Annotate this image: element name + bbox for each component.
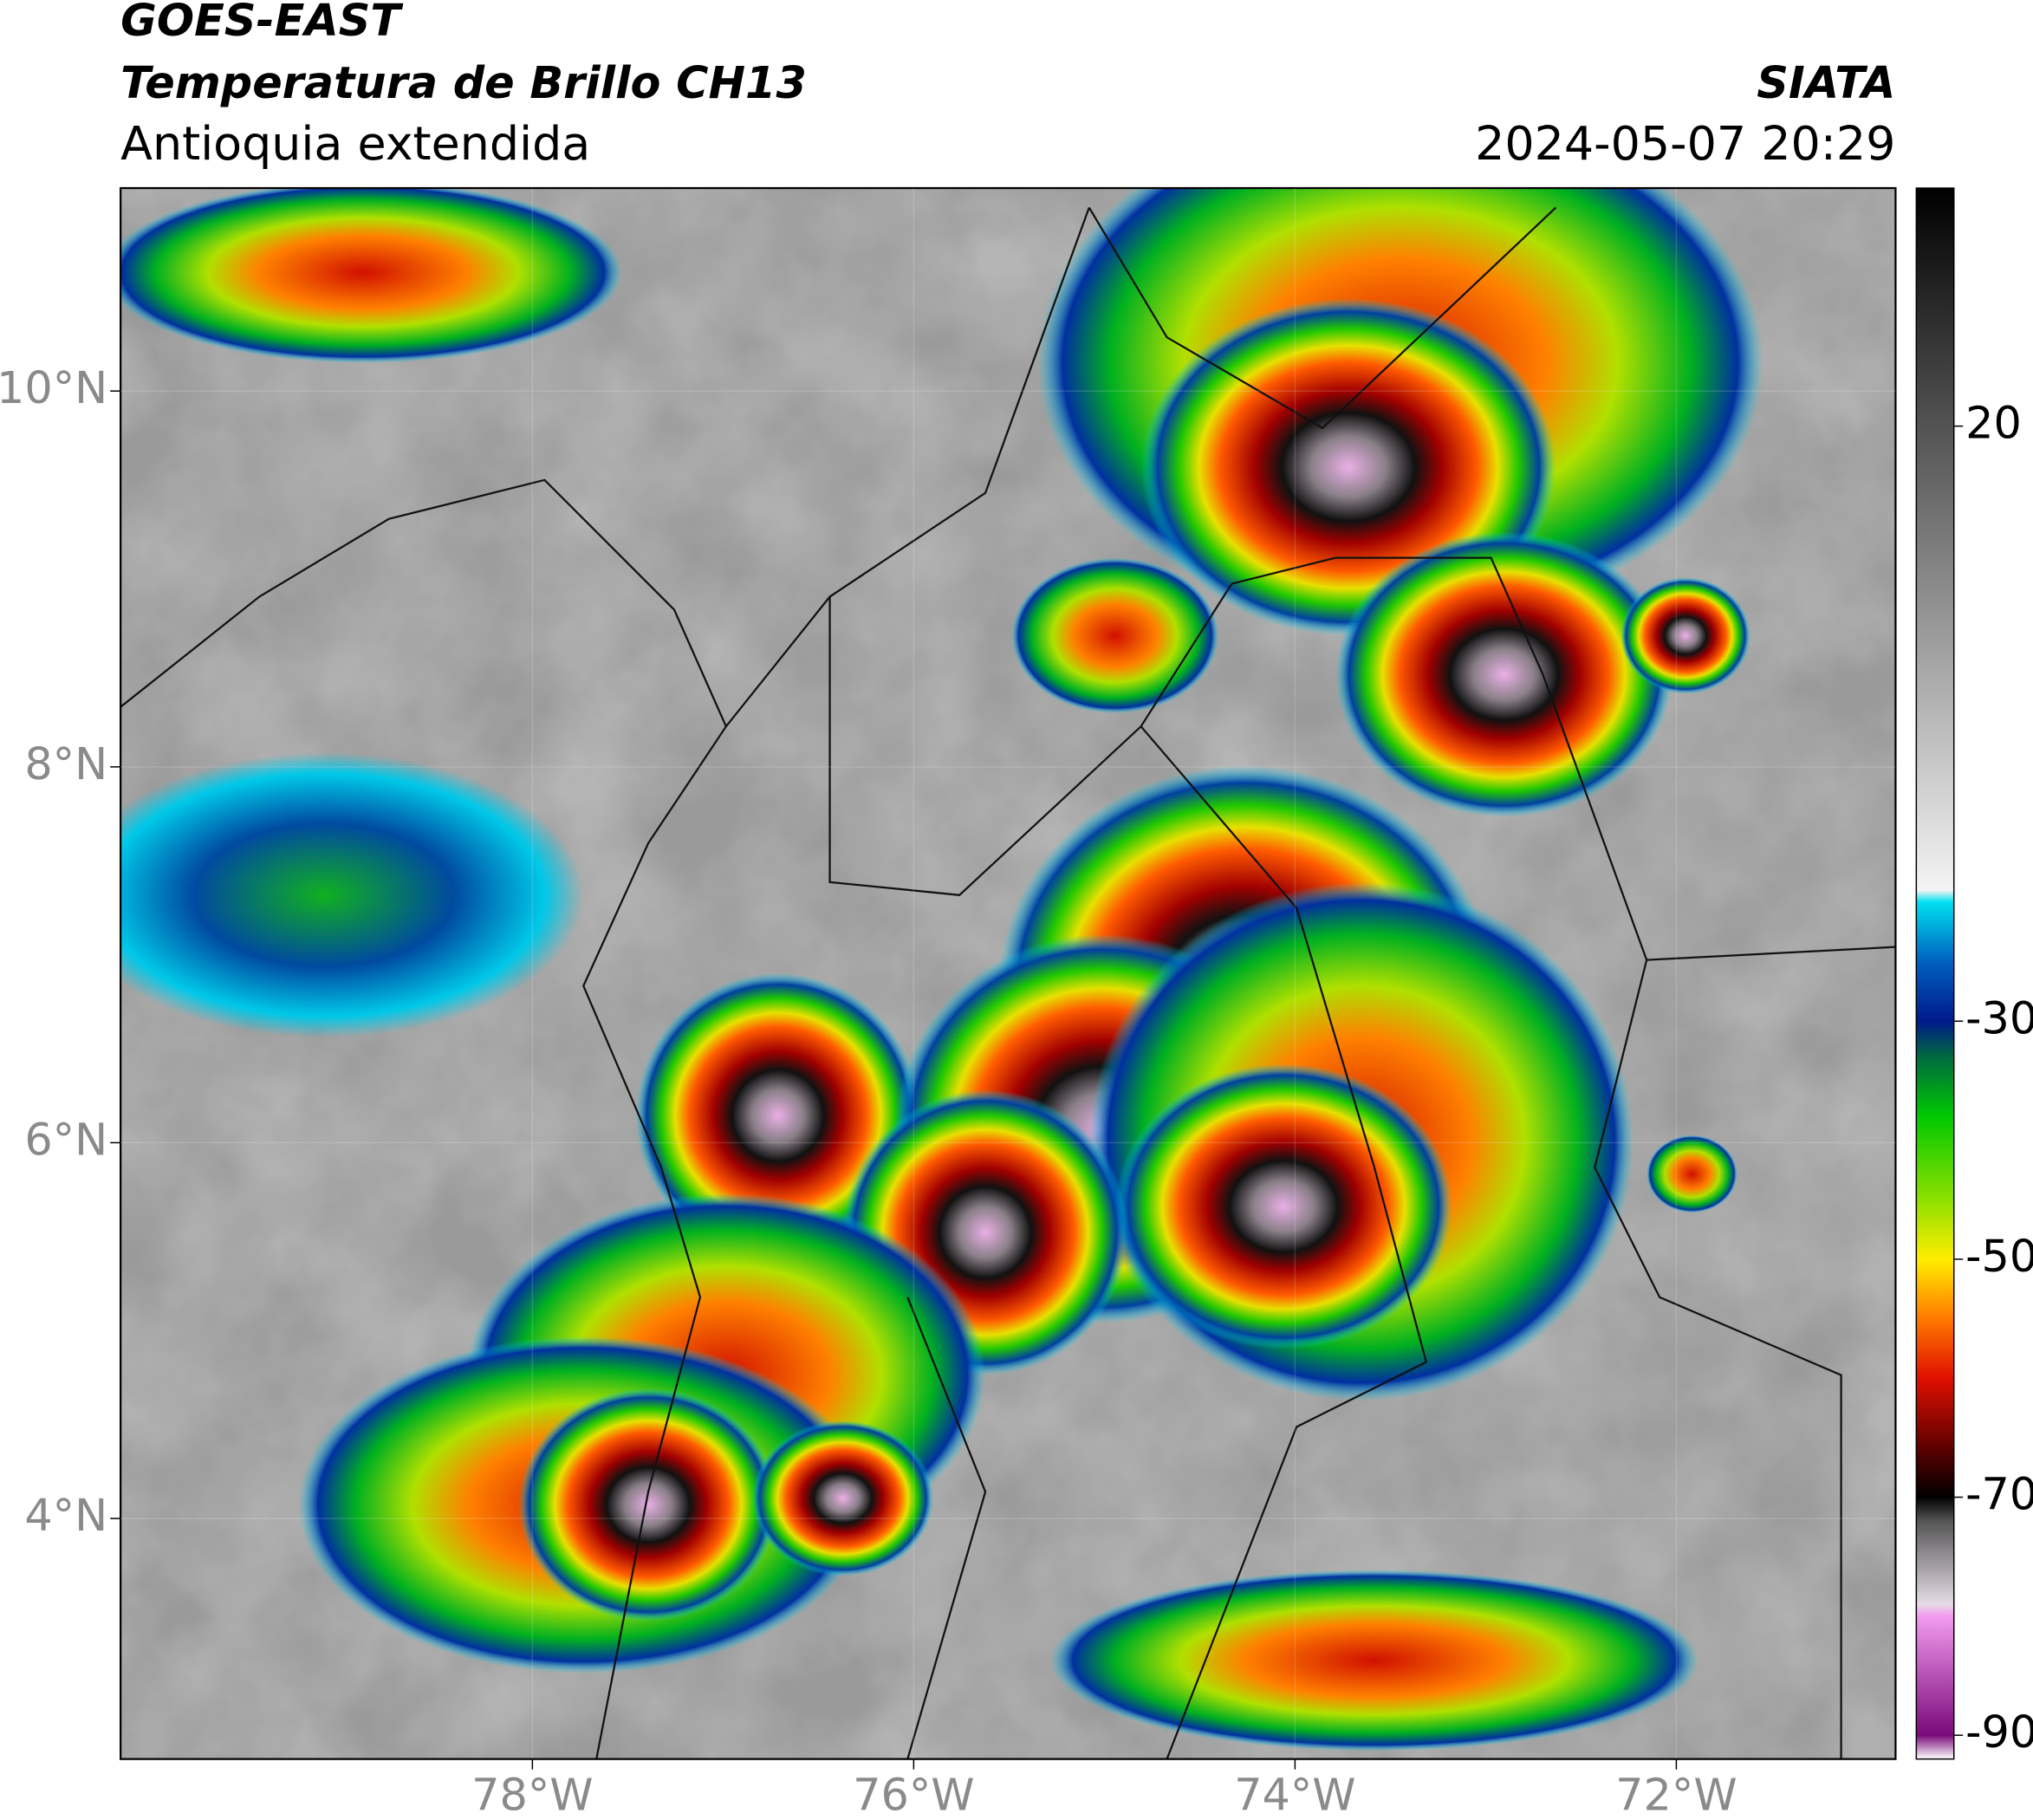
x-tick-label: 72°W [1615,1770,1737,1820]
colorbar-tick-label: 20 [1965,398,2022,449]
map-frame [120,186,1897,1760]
x-tick-label: 74°W [1234,1770,1355,1820]
colorbar [1915,187,1955,1760]
colorbar-tick-label: -90 [1965,1706,2033,1758]
borders [120,206,1896,1759]
y-tick-label: 6°N [24,1114,107,1165]
colorbar-tick-label: -70 [1965,1469,2033,1520]
y-tick-label: 10°N [0,362,107,413]
satellite-image [120,188,1896,1759]
datetime: 2024-05-07 20:29 [1475,116,1895,171]
colorbar-tick-label: -50 [1965,1231,2033,1282]
y-tick-label: 8°N [24,738,107,790]
title: Temperatura de Brillo CH13 [120,57,807,108]
colorbar-tick-label: -30 [1965,992,2033,1043]
source: SIATA [1757,57,1895,108]
x-tick-label: 78°W [471,1770,593,1820]
product: GOES-EAST [120,0,404,46]
region: Antioquia extendida [120,116,590,171]
x-tick-label: 76°W [853,1770,974,1820]
y-tick-label: 4°N [24,1490,107,1541]
